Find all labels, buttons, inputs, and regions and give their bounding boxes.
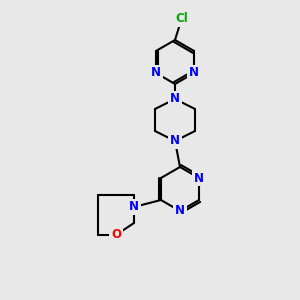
Text: O: O (111, 229, 121, 242)
Text: N: N (175, 205, 185, 218)
Text: N: N (194, 172, 204, 184)
Text: N: N (170, 134, 180, 148)
Text: N: N (129, 200, 139, 214)
Text: N: N (151, 67, 161, 80)
Text: N: N (189, 67, 199, 80)
Text: Cl: Cl (176, 13, 188, 26)
Text: N: N (170, 92, 180, 106)
